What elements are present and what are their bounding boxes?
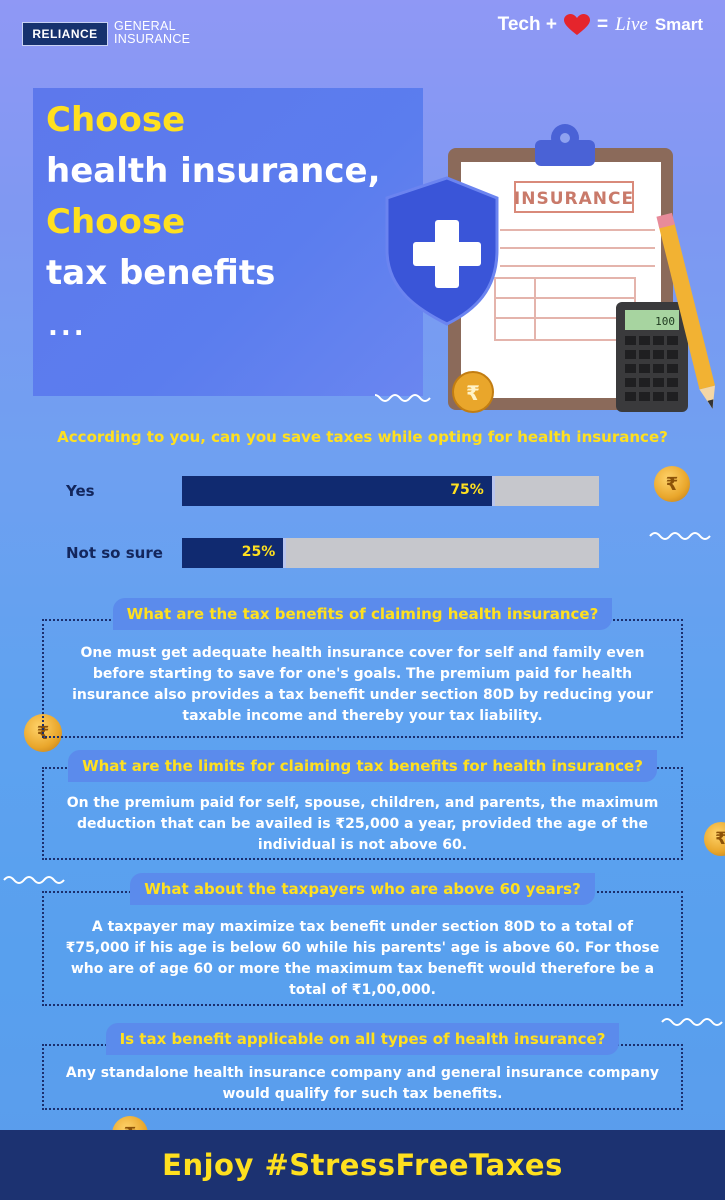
footer-banner: Enjoy #StressFreeTaxes [0, 1130, 725, 1200]
heart-icon [563, 14, 590, 35]
faq-answer: One must get adequate health insurance c… [72, 645, 653, 724]
tagline-live: Live [615, 14, 648, 35]
hero-dots: ... [48, 312, 87, 342]
faq-question-pill: What are the tax benefits of claiming he… [0, 598, 725, 630]
reliance-logo: RELIANCE [22, 22, 108, 46]
rupee-coin-icon: ₹ [452, 371, 494, 413]
rupee-coin-icon: ₹ [704, 822, 725, 856]
tagline: Tech + = Live Smart [498, 14, 703, 36]
hero-line-4: tax benefits [46, 253, 276, 293]
clipboard-label: INSURANCE [514, 189, 634, 209]
poll-bar-track: 25% [182, 538, 599, 568]
hero-title: Choose health insurance, Choose tax bene… [46, 95, 381, 299]
faq-question: What are the tax benefits of claiming he… [112, 598, 613, 630]
faq-answer: A taxpayer may maximize tax benefit unde… [65, 919, 660, 998]
poll-bar-value: 25% [241, 544, 276, 560]
faq-question-pill: Is tax benefit applicable on all types o… [0, 1023, 725, 1055]
pencil-icon [656, 212, 715, 409]
hero-line-3: Choose [46, 202, 186, 242]
poll-bar-track: 75% [182, 476, 599, 506]
calculator-icon: 100 [616, 302, 688, 412]
faq-answer: Any standalone health insurance company … [65, 1065, 660, 1102]
faq-question: Is tax benefit applicable on all types o… [105, 1023, 620, 1055]
tagline-smart: Smart [654, 15, 703, 34]
calculator-display: 100 [655, 315, 675, 328]
hero-line-1: Choose [46, 100, 186, 140]
logo-subtitle: GENERAL INSURANCE [114, 20, 190, 46]
poll-question: According to you, can you save taxes whi… [57, 428, 668, 446]
svg-text:₹: ₹ [466, 381, 480, 405]
squiggle-decoration [661, 1018, 723, 1026]
poll-option-label: Yes [66, 482, 95, 500]
hero-line-2: health insurance, [46, 151, 381, 191]
faq-question-pill: What about the taxpayers who are above 6… [0, 873, 725, 905]
rupee-coin-icon: ₹ [654, 466, 690, 502]
poll-bar-fill: 25% [182, 538, 287, 568]
squiggle-decoration [649, 532, 711, 540]
faq-question: What are the limits for claiming tax ben… [68, 750, 657, 782]
shield-plus-icon [385, 176, 499, 326]
poll-option-label: Not so sure [66, 544, 163, 562]
logo-sub-line2: INSURANCE [114, 32, 191, 46]
faq-question-pill: What are the limits for claiming tax ben… [0, 750, 725, 782]
logo-text: RELIANCE [32, 27, 98, 41]
poll-bar-fill: 75% [182, 476, 495, 506]
poll-bar-value: 75% [450, 482, 484, 498]
squiggle-decoration [3, 876, 65, 884]
insurance-illustration: INSURANCE 100 [375, 124, 715, 413]
footer-hashtag: Enjoy #StressFreeTaxes [162, 1148, 563, 1182]
logo-sub-line1: GENERAL [114, 19, 176, 33]
faq-question: What about the taxpayers who are above 6… [130, 873, 595, 905]
tagline-tech: Tech + [497, 14, 557, 35]
tagline-equals: = [596, 14, 609, 35]
hero-panel [33, 88, 423, 396]
faq-answer: On the premium paid for self, spouse, ch… [66, 795, 659, 853]
